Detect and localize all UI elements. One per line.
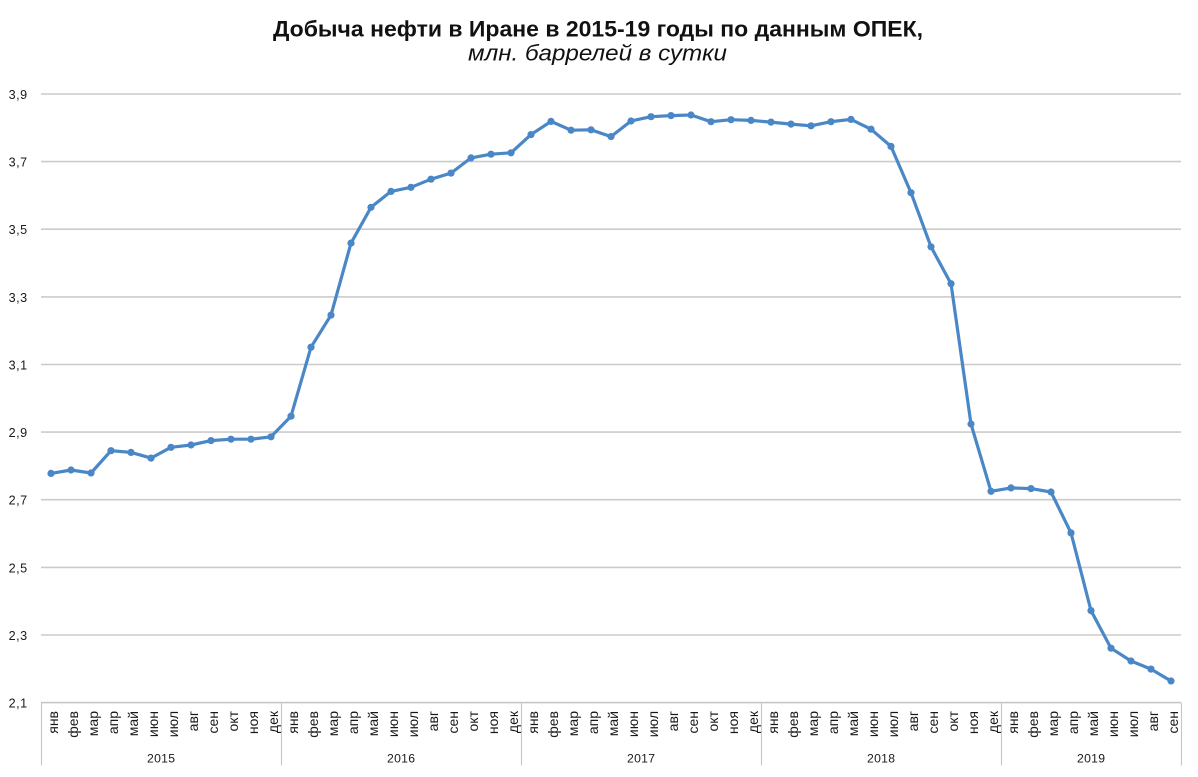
svg-text:июл: июл [405,711,421,737]
svg-text:дек: дек [985,710,1001,733]
svg-text:фев: фев [65,711,81,738]
svg-text:2,5: 2,5 [9,561,28,575]
svg-text:сен: сен [205,711,221,734]
svg-text:2019: 2019 [1077,752,1105,766]
svg-text:3,9: 3,9 [9,88,28,102]
svg-text:апр: апр [345,711,361,734]
svg-text:авг: авг [1145,711,1161,731]
svg-text:2016: 2016 [387,752,415,766]
svg-text:фев: фев [785,711,801,738]
svg-text:авг: авг [425,711,441,731]
svg-text:фев: фев [1025,711,1041,738]
svg-text:июн: июн [625,711,641,737]
svg-text:апр: апр [105,711,121,734]
svg-text:3,7: 3,7 [9,156,28,170]
svg-text:окт: окт [945,710,961,731]
svg-text:млн. баррелей в сутки: млн. баррелей в сутки [468,41,728,66]
svg-text:дек: дек [505,710,521,733]
svg-text:2015: 2015 [147,752,175,766]
svg-text:сен: сен [445,711,461,734]
svg-text:3,3: 3,3 [9,291,28,305]
svg-text:июн: июн [865,711,881,737]
svg-text:июл: июл [165,711,181,737]
svg-text:ноя: ноя [725,711,741,734]
svg-text:апр: апр [1065,711,1081,734]
svg-text:янв: янв [45,711,61,734]
svg-text:дек: дек [745,710,761,733]
svg-text:янв: янв [285,711,301,734]
svg-text:янв: янв [525,711,541,734]
svg-text:июн: июн [145,711,161,737]
svg-text:июн: июн [385,711,401,737]
svg-text:янв: янв [1005,711,1021,734]
svg-text:3,5: 3,5 [9,223,28,237]
svg-text:ноя: ноя [245,711,261,734]
svg-text:2,7: 2,7 [9,494,28,508]
svg-text:янв: янв [765,711,781,734]
svg-text:Добыча нефти в Иране в 2015-19: Добыча нефти в Иране в 2015-19 годы по д… [273,17,923,42]
svg-text:май: май [125,711,141,736]
svg-text:мар: мар [805,711,821,736]
svg-text:мар: мар [565,711,581,736]
svg-text:июл: июл [1125,711,1141,737]
svg-text:фев: фев [305,711,321,738]
svg-text:сен: сен [685,711,701,734]
svg-text:ноя: ноя [485,711,501,734]
svg-text:окт: окт [225,710,241,731]
svg-text:окт: окт [705,710,721,731]
svg-text:июл: июл [645,711,661,737]
svg-text:авг: авг [665,711,681,731]
svg-text:фев: фев [545,711,561,738]
svg-text:2,1: 2,1 [9,697,28,711]
svg-text:апр: апр [585,711,601,734]
svg-text:мар: мар [85,711,101,736]
svg-text:2017: 2017 [627,752,655,766]
svg-text:ноя: ноя [965,711,981,734]
svg-text:май: май [845,711,861,736]
svg-text:май: май [605,711,621,736]
svg-text:июл: июл [885,711,901,737]
svg-text:авг: авг [185,711,201,731]
svg-text:дек: дек [265,710,281,733]
svg-text:окт: окт [465,710,481,731]
svg-text:апр: апр [825,711,841,734]
svg-text:2,3: 2,3 [9,629,28,643]
svg-text:мар: мар [325,711,341,736]
svg-text:май: май [365,711,381,736]
svg-text:мар: мар [1045,711,1061,736]
svg-text:июн: июн [1105,711,1121,737]
svg-text:2018: 2018 [867,752,895,766]
svg-text:2,9: 2,9 [9,426,28,440]
svg-text:авг: авг [905,711,921,731]
svg-text:сен: сен [925,711,941,734]
svg-text:май: май [1085,711,1101,736]
svg-text:3,1: 3,1 [9,358,28,372]
svg-text:сен: сен [1165,711,1181,734]
